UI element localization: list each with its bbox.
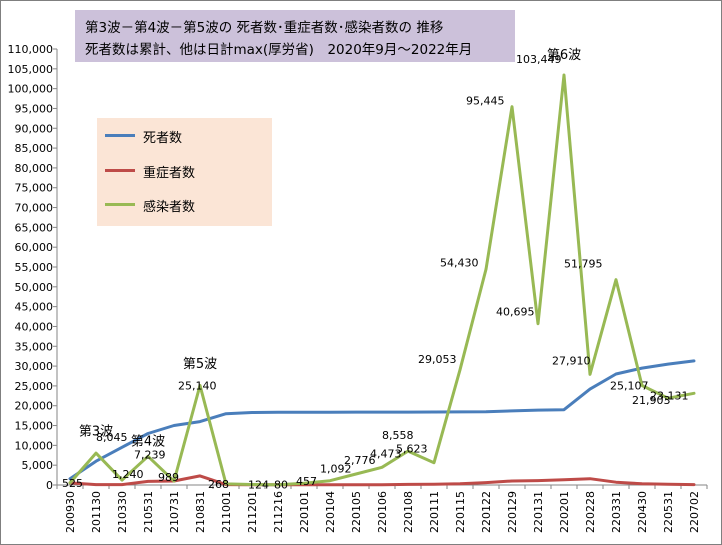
chart-title-line-1: 第3波－第4波－第5波の 死者数･重症者数･感染者数の 推移 [85, 20, 444, 36]
legend-item-severe: 重症者数 [105, 162, 263, 181]
chart-title-line-2: 死者数は累計、他は日計max(厚労省) 2020年9月～2022年月 [85, 42, 473, 58]
x-tick-label: 220430 [636, 491, 649, 533]
legend-label-severe: 重症者数 [143, 166, 196, 181]
legend-swatch-severe [105, 169, 135, 172]
y-tick-label: 15,000 [15, 420, 54, 433]
legend-item-infections: 感染者数 [105, 196, 263, 215]
data-label: 51,795 [564, 258, 603, 271]
data-label: 525 [62, 477, 83, 490]
data-label: 23,131 [650, 389, 689, 402]
x-tick-label: 220228 [584, 491, 597, 533]
y-tick-label: 40,000 [15, 320, 54, 333]
x-tick-label: 201130 [90, 491, 103, 533]
wave-annotation: 第3波 [79, 424, 113, 439]
y-tick-label: 30,000 [15, 360, 54, 373]
y-tick-label: 25,000 [15, 380, 54, 393]
y-tick-label: 35,000 [15, 340, 54, 353]
data-label: 40,695 [496, 306, 535, 319]
y-tick-label: 80,000 [15, 162, 54, 175]
y-tick-label: 5,000 [22, 459, 54, 472]
data-label: 124 [248, 479, 269, 492]
data-label: 989 [158, 471, 179, 484]
x-tick-label: 220331 [610, 491, 623, 533]
data-label: 7,239 [134, 448, 166, 461]
x-tick-label: 220122 [480, 491, 493, 533]
x-tick-label: 220201 [558, 491, 571, 533]
data-label: 1,092 [320, 463, 352, 476]
x-tick-label: 220104 [324, 491, 337, 533]
data-label: 95,445 [466, 95, 505, 108]
y-tick-label: 50,000 [15, 281, 54, 294]
x-tick-label: 220531 [662, 491, 675, 533]
y-tick-label: 90,000 [15, 122, 54, 135]
y-tick-label: 110,000 [8, 43, 54, 56]
y-tick-label: 60,000 [15, 241, 54, 254]
data-label: 29,053 [418, 353, 457, 366]
y-tick-label: 55,000 [15, 261, 54, 274]
data-label: 25,140 [178, 379, 217, 392]
series-line-deaths [68, 359, 696, 481]
x-tick-label: 210531 [142, 491, 155, 533]
y-tick-label: 105,000 [8, 63, 54, 76]
x-tick-label: 220131 [532, 491, 545, 533]
x-tick-label: 200930 [64, 491, 77, 533]
x-tick-label: 210731 [168, 491, 181, 533]
data-label: 457 [296, 475, 317, 488]
x-tick-label: 210330 [116, 491, 129, 533]
data-label: 27,910 [552, 354, 591, 367]
wave-annotation: 第6波 [547, 48, 581, 63]
x-tick-label: 220115 [454, 491, 467, 533]
y-tick-label: 10,000 [15, 439, 54, 452]
legend-swatch-deaths [105, 134, 135, 137]
y-tick-label: 65,000 [15, 221, 54, 234]
x-tick-label: 220105 [350, 491, 363, 533]
legend-item-deaths: 死者数 [105, 127, 263, 146]
x-tick-label: 220101 [298, 491, 311, 533]
x-tick-label: 211201 [246, 491, 259, 533]
y-tick-label: 45,000 [15, 301, 54, 314]
data-label: 5,623 [396, 443, 428, 456]
chart-title-box: 第3波－第4波－第5波の 死者数･重症者数･感染者数の 推移 死者数は累計、他は… [75, 10, 515, 62]
y-tick-label: 0 [46, 479, 53, 492]
y-tick-label: 70,000 [15, 202, 54, 215]
data-label: 268 [208, 478, 229, 491]
x-tick-label: 220108 [402, 491, 415, 533]
y-tick-label: 20,000 [15, 400, 54, 413]
legend-swatch-infections [105, 203, 135, 206]
y-tick-label: 95,000 [15, 102, 54, 115]
y-tick-label: 75,000 [15, 182, 54, 195]
y-tick-label: 85,000 [15, 142, 54, 155]
x-tick-label: 220106 [376, 491, 389, 533]
wave-annotation: 第5波 [183, 357, 217, 372]
x-tick-label: 220702 [688, 491, 701, 533]
x-tick-label: 211216 [272, 491, 285, 533]
wave-annotation: 第4波 [131, 434, 165, 449]
data-label: 1,240 [112, 468, 144, 481]
data-label: 25,107 [610, 379, 649, 392]
series-line-infections [68, 73, 696, 487]
y-tick-label: 100,000 [8, 83, 54, 96]
data-label: 54,430 [440, 256, 479, 269]
legend-label-deaths: 死者数 [143, 131, 183, 146]
x-tick-label: 211001 [220, 491, 233, 533]
data-label: 4,473 [370, 447, 402, 460]
data-label: 21,903 [632, 394, 671, 407]
legend-label-infections: 感染者数 [143, 200, 196, 215]
data-label: 8,045 [96, 431, 128, 444]
legend: 死者数 重症者数 感染者数 [97, 118, 272, 226]
x-tick-label: 210831 [194, 491, 207, 533]
data-label: 8,558 [382, 429, 414, 442]
data-label: 2,776 [344, 454, 376, 467]
x-tick-label: 220111 [428, 491, 441, 533]
data-label: 103,449 [516, 53, 562, 66]
data-label: 80 [274, 479, 288, 492]
x-tick-label: 220129 [506, 491, 519, 533]
